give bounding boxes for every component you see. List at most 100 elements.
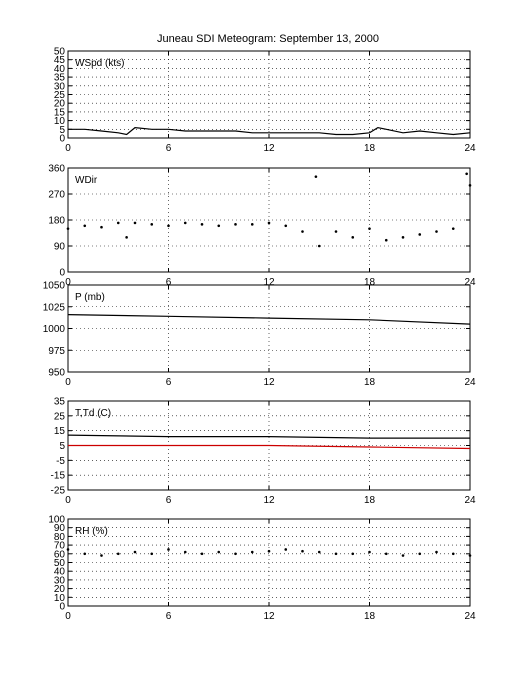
data-point (368, 550, 371, 554)
data-point (317, 244, 321, 248)
x-tick-label: 6 (166, 143, 172, 154)
data-point (100, 554, 103, 557)
y-tick-label: 70 (54, 541, 66, 552)
data-point (401, 236, 405, 239)
data-point (83, 224, 87, 228)
data-point (451, 552, 455, 556)
data-point (301, 230, 304, 233)
x-tick-label: 12 (263, 611, 275, 622)
data-point (116, 221, 120, 225)
y-tick-label: 30 (54, 575, 66, 586)
y-tick-label: 25 (54, 411, 66, 422)
x-tick-label: 6 (166, 377, 172, 388)
y-tick-label: 360 (48, 164, 65, 175)
y-tick-label: 5 (59, 125, 65, 136)
data-point (217, 550, 221, 554)
y-tick-label: 1000 (43, 324, 66, 335)
y-tick-label: 90 (54, 523, 66, 534)
panel-label: T,Td (C) (75, 408, 111, 419)
data-point (250, 550, 254, 554)
data-point (418, 552, 422, 556)
y-tick-label: 80 (54, 532, 66, 543)
data-point (200, 223, 204, 226)
x-tick-label: 24 (464, 611, 476, 622)
y-tick-label: 5 (59, 441, 65, 452)
y-tick-label: -25 (51, 486, 66, 497)
x-tick-label: 12 (263, 377, 275, 388)
data-point (217, 224, 221, 228)
panel-label: WDir (75, 175, 98, 186)
x-tick-label: 18 (364, 143, 376, 154)
x-tick-label: 12 (263, 277, 275, 288)
data-point (66, 227, 70, 230)
y-tick-label: 100 (48, 515, 65, 526)
data-point (100, 225, 103, 229)
data-point (435, 230, 438, 233)
x-tick-label: 0 (65, 377, 71, 388)
panel-label: WSpd (kts) (75, 58, 124, 69)
data-point (183, 221, 187, 225)
data-point (435, 550, 438, 554)
y-tick-label: 950 (48, 368, 65, 379)
data-point (418, 233, 422, 236)
data-point (133, 221, 137, 225)
data-point (250, 223, 254, 226)
data-point (133, 550, 137, 554)
chart-panel-3: 0 6 12 18 24 -25 -15 -5 5 15 25 35 T,Td (C) (51, 397, 476, 507)
data-point (66, 548, 70, 551)
x-tick-label: 18 (364, 377, 376, 388)
y-tick-label: 90 (54, 242, 66, 253)
data-point (314, 175, 318, 178)
chart-panel-2: 0 6 12 18 24 950 975 1000 1025 1050 P (mb) (43, 281, 476, 389)
data-point (234, 223, 237, 226)
data-point (301, 549, 304, 553)
y-tick-label: 180 (48, 216, 65, 227)
data-point (116, 552, 120, 556)
y-tick-label: 270 (48, 190, 65, 201)
data-point (384, 238, 388, 242)
data-point (351, 236, 355, 239)
data-point (183, 550, 187, 554)
y-tick-label: 975 (48, 346, 65, 357)
data-point (401, 554, 405, 557)
data-point (150, 223, 154, 226)
x-tick-label: 24 (464, 277, 476, 288)
y-tick-label: -5 (56, 456, 65, 467)
x-tick-label: 24 (464, 143, 476, 154)
data-point (267, 221, 271, 225)
data-point (234, 552, 237, 556)
y-tick-label: 25 (54, 90, 66, 101)
x-tick-label: 6 (166, 495, 172, 506)
x-tick-label: 18 (364, 495, 376, 506)
y-tick-label: 1025 (43, 302, 66, 313)
data-point (150, 552, 154, 556)
data-point (334, 230, 338, 233)
data-point (317, 550, 321, 554)
data-point (468, 554, 472, 557)
data-point (384, 552, 388, 556)
data-point (465, 172, 468, 176)
data-point (284, 548, 288, 551)
x-tick-label: 24 (464, 495, 476, 506)
data-point (200, 552, 204, 556)
series-line-1 (68, 444, 471, 450)
y-tick-label: 50 (54, 558, 66, 569)
y-tick-label: 30 (54, 81, 66, 92)
y-tick-label: 40 (54, 567, 66, 578)
y-tick-label: -15 (51, 471, 66, 482)
data-point (83, 552, 87, 556)
x-tick-label: 12 (263, 495, 275, 506)
data-point (167, 548, 170, 551)
data-point (468, 184, 472, 187)
data-point (451, 227, 455, 230)
y-tick-label: 10 (54, 593, 66, 604)
y-tick-label: 0 (59, 602, 65, 613)
figure-title: Juneau SDI Meteogram: September 13, 2000 (157, 33, 379, 45)
y-tick-label: 50 (54, 47, 66, 58)
x-tick-label: 0 (65, 143, 71, 154)
y-tick-label: 15 (54, 107, 66, 118)
x-tick-label: 0 (65, 277, 71, 288)
